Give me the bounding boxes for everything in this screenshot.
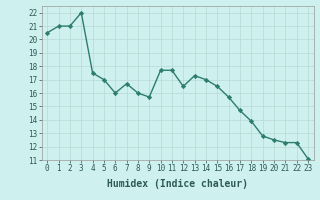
X-axis label: Humidex (Indice chaleur): Humidex (Indice chaleur) <box>107 179 248 189</box>
